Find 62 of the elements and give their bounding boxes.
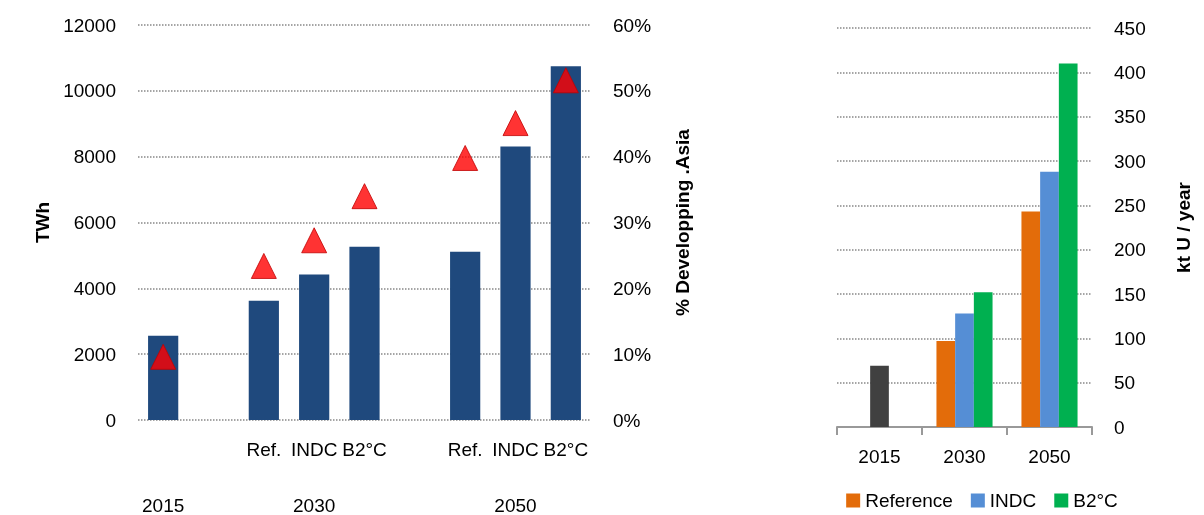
y-tick-label: 6000: [73, 212, 116, 233]
y2-tick-label: 60%: [613, 14, 652, 36]
point: [301, 227, 328, 254]
x-tick-label: Ref.: [246, 439, 282, 460]
point: [502, 110, 529, 137]
bar: [1058, 63, 1078, 427]
y-tick-label: 2000: [73, 343, 116, 365]
y-tick-label: 0: [105, 409, 116, 431]
y-tick-label: 0: [1114, 416, 1125, 438]
y2-tick-label: 20%: [613, 277, 652, 299]
y-tick-label: 300: [1114, 150, 1146, 172]
text: 2050: [494, 494, 537, 515]
legend-label: Reference: [865, 490, 953, 511]
y-tick-label: 450: [1114, 17, 1146, 39]
x-tick-label: 2030: [943, 446, 986, 467]
x-tick-label: 2015: [858, 446, 901, 467]
y-tick-label: 200: [1114, 239, 1146, 261]
bar: [973, 292, 993, 427]
point: [552, 67, 579, 94]
bar: [349, 246, 380, 420]
bar: [248, 300, 279, 420]
x-tick-label: INDC: [492, 439, 539, 460]
y2-tick-label: 0%: [613, 409, 641, 431]
bar: [936, 340, 956, 427]
bar: [550, 66, 581, 420]
bar: [955, 313, 974, 427]
y-tick-label: 150: [1114, 283, 1146, 305]
x-tick-label: 2050: [1028, 446, 1071, 467]
y2-axis-title: % Developping .Asia: [672, 128, 693, 316]
bar: [500, 146, 531, 420]
legend-label: B2°C: [1073, 490, 1118, 511]
y-tick-label: 4000: [73, 277, 116, 299]
bar: [450, 251, 481, 420]
y2-tick-label: 50%: [613, 80, 652, 102]
x-tick-label: B2°C: [342, 439, 387, 460]
y2-tick-label: 30%: [613, 212, 652, 233]
y-tick-label: 350: [1114, 106, 1146, 128]
x-tick-label: B2°C: [543, 439, 589, 460]
legend-label: INDC: [989, 490, 1037, 511]
bar: [299, 274, 330, 420]
y-axis-title: kt U / year: [1173, 181, 1194, 273]
y-axis-title: TWh: [32, 201, 54, 244]
y2-tick-label: 10%: [613, 343, 652, 365]
text: 2030: [293, 494, 336, 515]
bar: [1040, 171, 1059, 427]
bar: [870, 365, 889, 427]
y-tick-label: 10000: [63, 80, 116, 102]
point: [150, 343, 177, 370]
text: 2015: [142, 494, 185, 515]
y2-tick-label: 40%: [613, 146, 652, 168]
point: [351, 183, 378, 210]
point: [250, 252, 277, 279]
y-tick-label: 12000: [63, 14, 116, 36]
y-tick-label: 250: [1114, 194, 1146, 216]
point: [452, 144, 479, 171]
y-tick-label: 400: [1114, 61, 1146, 83]
x-tick-label: INDC: [290, 439, 338, 460]
x-tick-label: Ref.: [447, 439, 483, 460]
bar: [1021, 211, 1041, 427]
y-tick-label: 100: [1114, 327, 1146, 349]
y-tick-label: 8000: [73, 146, 116, 168]
y-tick-label: 50: [1114, 372, 1136, 394]
